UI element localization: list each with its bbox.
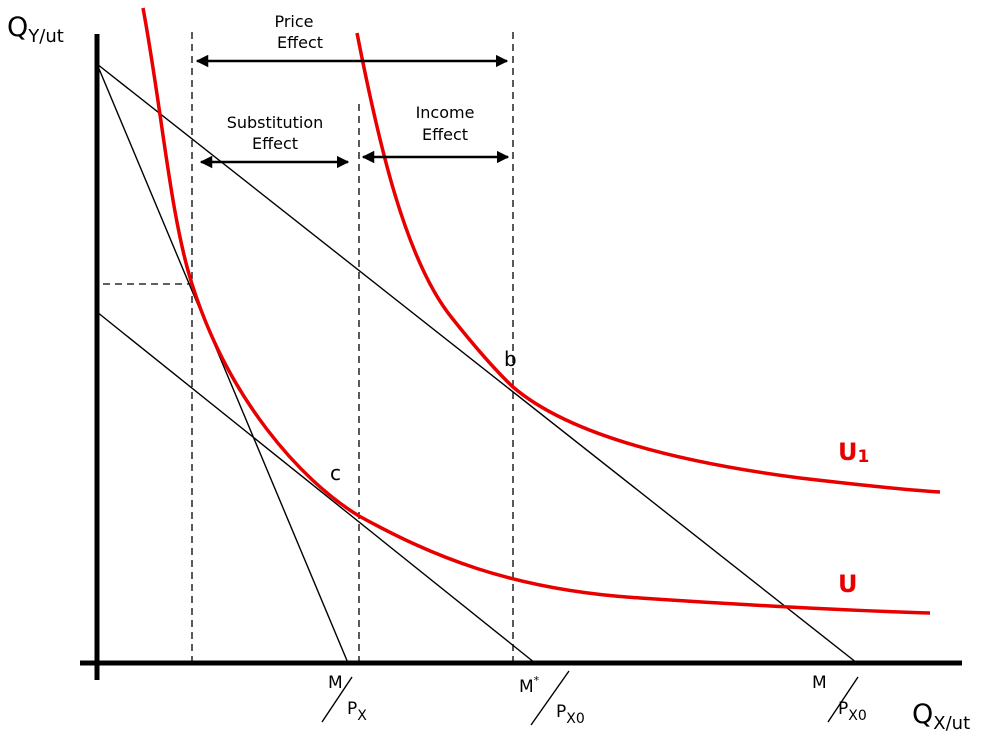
tick-2-denominator: PX0 — [556, 702, 585, 727]
income-effect-label-2: Effect — [422, 125, 468, 144]
tick-2-numerator: M* — [519, 674, 540, 697]
tick-1-numerator: M — [328, 673, 343, 693]
y-axis-title: QY/ut — [7, 12, 64, 47]
tick-3-numerator: M — [812, 673, 827, 693]
tick-2-slash — [530, 670, 570, 726]
price-effect-label-2: Effect — [277, 33, 323, 52]
tick-1-slash — [321, 676, 353, 723]
tick-3-slash — [827, 676, 859, 723]
income-effect-label-1: Income — [416, 103, 475, 122]
tick-mstar-over-px0: M* PX0 — [519, 670, 585, 727]
budget-line-compensated — [96, 311, 536, 664]
point-label-b: b — [504, 347, 517, 371]
budget-line-new — [96, 63, 858, 664]
tick-3-denominator: PX0 — [838, 699, 867, 724]
tick-1-denominator: PX — [347, 699, 367, 724]
tick-m-over-px: M PX — [321, 673, 367, 724]
x-axis-title: QX/ut — [912, 699, 970, 734]
curve-label-u: U — [838, 570, 858, 598]
substitution-effect-label-2: Effect — [252, 134, 298, 153]
price-effect-label-1: Price — [274, 12, 313, 31]
substitution-effect-label-1: Substitution — [227, 113, 324, 132]
budget-line-original — [96, 63, 349, 664]
indifference-curve-u — [141, 7, 931, 615]
point-label-c: c — [330, 461, 341, 485]
indifference-curve-u1 — [355, 32, 941, 494]
tick-m-over-px0: M PX0 — [812, 673, 867, 724]
curve-label-u1: U1 — [838, 438, 869, 467]
